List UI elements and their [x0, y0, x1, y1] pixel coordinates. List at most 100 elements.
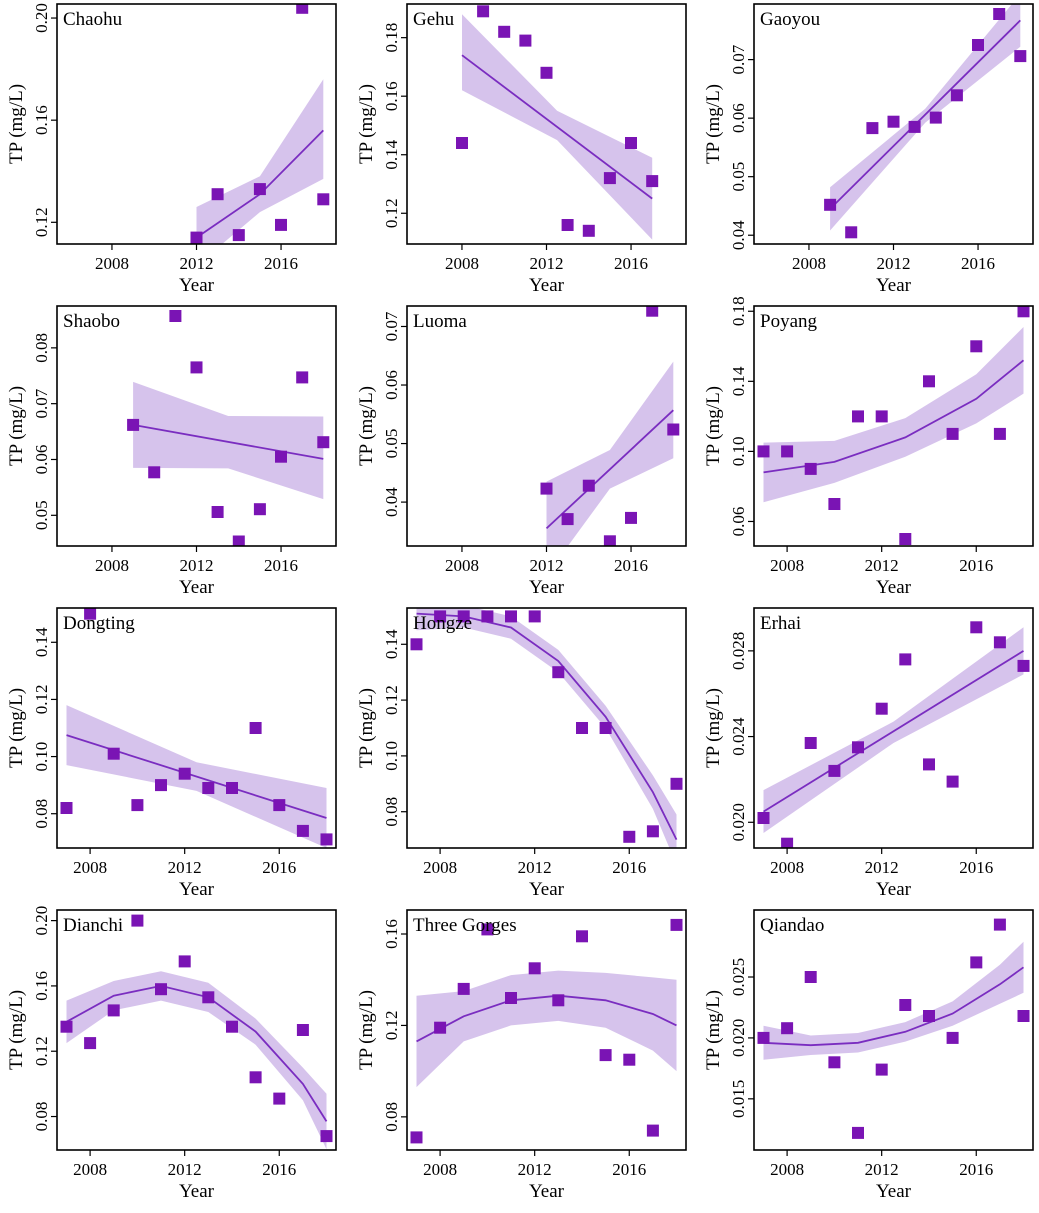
- data-point: [190, 361, 203, 374]
- data-point: [603, 172, 616, 185]
- x-tick-label: 2016: [959, 556, 993, 575]
- confidence-band: [763, 941, 1024, 1060]
- data-point: [84, 608, 97, 620]
- data-point: [296, 1024, 309, 1036]
- plot-area: [824, 4, 1027, 239]
- x-axis-label: Year: [529, 275, 565, 296]
- data-point: [646, 1124, 659, 1137]
- y-tick-label: 0.08: [32, 333, 51, 363]
- data-point: [317, 193, 330, 206]
- plot-area: [757, 306, 1030, 545]
- plot-frame: [753, 305, 1034, 547]
- plot-frame: [753, 607, 1034, 849]
- fit-line: [66, 734, 327, 819]
- data-point: [107, 1004, 120, 1017]
- plot-area: [410, 918, 683, 1144]
- panel-title: Shaobo: [63, 311, 120, 332]
- data-point: [946, 427, 959, 440]
- data-point: [320, 1130, 333, 1143]
- panel-three-gorges: 2008 2012 2016 0.08 0.12 0.16 Three Gorges Year…: [356, 909, 687, 1202]
- confidence-band: [196, 79, 324, 244]
- y-tick-label: 0.08: [32, 799, 51, 829]
- y-axis-label: TP (mg/L): [703, 386, 724, 466]
- x-tick-label: 2008: [792, 254, 826, 273]
- confidence-band: [763, 627, 1024, 833]
- x-tick-label: 2008: [423, 858, 457, 877]
- data-point: [275, 218, 287, 231]
- x-axis-label: Year: [179, 577, 215, 598]
- data-point: [804, 462, 817, 475]
- data-point: [552, 666, 565, 679]
- data-point: [670, 777, 683, 790]
- data-point: [456, 137, 468, 149]
- data-point: [528, 962, 541, 975]
- fit-line: [461, 54, 653, 200]
- fit-line: [763, 966, 1025, 1047]
- data-point: [993, 427, 1006, 440]
- y-tick-label: 0.07: [729, 44, 748, 74]
- y-tick-label: 0.020: [729, 1019, 748, 1057]
- data-point: [107, 747, 120, 760]
- data-point: [131, 914, 144, 927]
- y-tick-label: 0.10: [32, 742, 51, 772]
- data-point: [887, 115, 900, 128]
- data-point: [410, 1131, 423, 1144]
- data-point: [296, 824, 309, 837]
- confidence-band: [763, 327, 1024, 503]
- data-point: [582, 224, 595, 237]
- x-axis-label: Year: [179, 879, 215, 900]
- data-point: [320, 833, 333, 846]
- x-axis-label: Year: [876, 1181, 912, 1202]
- data-point: [60, 802, 73, 814]
- data-point: [946, 775, 959, 788]
- data-point: [582, 479, 595, 492]
- data-point: [757, 445, 770, 458]
- confidence-band: [830, 4, 1021, 231]
- y-tick-label: 0.05: [729, 162, 748, 192]
- data-point: [127, 418, 140, 431]
- plot-frame: [406, 909, 687, 1151]
- y-axis-label: TP (mg/L): [356, 688, 377, 768]
- x-tick-label: 2016: [961, 254, 995, 273]
- x-axis-label: Year: [179, 1181, 215, 1202]
- x-axis-label: Year: [529, 577, 565, 598]
- data-point: [498, 25, 511, 38]
- y-tick-label: 0.12: [32, 1036, 51, 1066]
- y-tick-label: 0.08: [382, 1102, 401, 1132]
- x-tick-label: 2012: [180, 254, 214, 273]
- y-tick-label: 0.06: [382, 370, 401, 400]
- y-tick-label: 0.04: [382, 487, 401, 517]
- x-tick-label: 2008: [445, 254, 479, 273]
- data-point: [667, 423, 680, 436]
- panel-hongze: 2008 2012 2016 0.08 0.10 0.12 0.14 Hongze Year TP…: [356, 607, 687, 900]
- y-tick-label: 0.07: [32, 388, 51, 418]
- panel-title: Hongze: [413, 613, 472, 634]
- plot-area: [127, 310, 330, 546]
- data-point: [155, 779, 167, 792]
- data-point: [946, 1031, 959, 1044]
- data-point: [970, 956, 983, 969]
- panel-shaobo: 2008 2012 2016 0.05 0.06 0.07 0.08 Shaobo Year TP…: [6, 305, 337, 598]
- panel-title: Gehu: [413, 9, 455, 30]
- plot-area: [757, 621, 1030, 848]
- x-tick-label: 2012: [518, 858, 552, 877]
- data-point: [576, 930, 588, 943]
- panel-title: Gaoyou: [760, 9, 821, 30]
- x-tick-label: 2016: [612, 858, 646, 877]
- y-tick-label: 0.025: [729, 958, 748, 996]
- data-point: [249, 722, 262, 734]
- y-tick-label: 0.015: [729, 1080, 748, 1118]
- plot-area: [410, 608, 683, 848]
- x-tick-label: 2016: [262, 858, 296, 877]
- data-point: [757, 812, 770, 824]
- x-tick-label: 2008: [73, 1160, 107, 1179]
- panel-erhai: 2008 2012 2016 0.020 0.024 0.028 Erhai Year TP (…: [703, 607, 1034, 900]
- y-axis-label: TP (mg/L): [703, 688, 724, 768]
- x-tick-label: 2012: [168, 1160, 202, 1179]
- data-point: [972, 39, 984, 51]
- x-tick-label: 2012: [530, 254, 564, 273]
- data-point: [296, 371, 309, 384]
- y-tick-label: 0.05: [32, 500, 51, 530]
- plot-area: [540, 306, 680, 546]
